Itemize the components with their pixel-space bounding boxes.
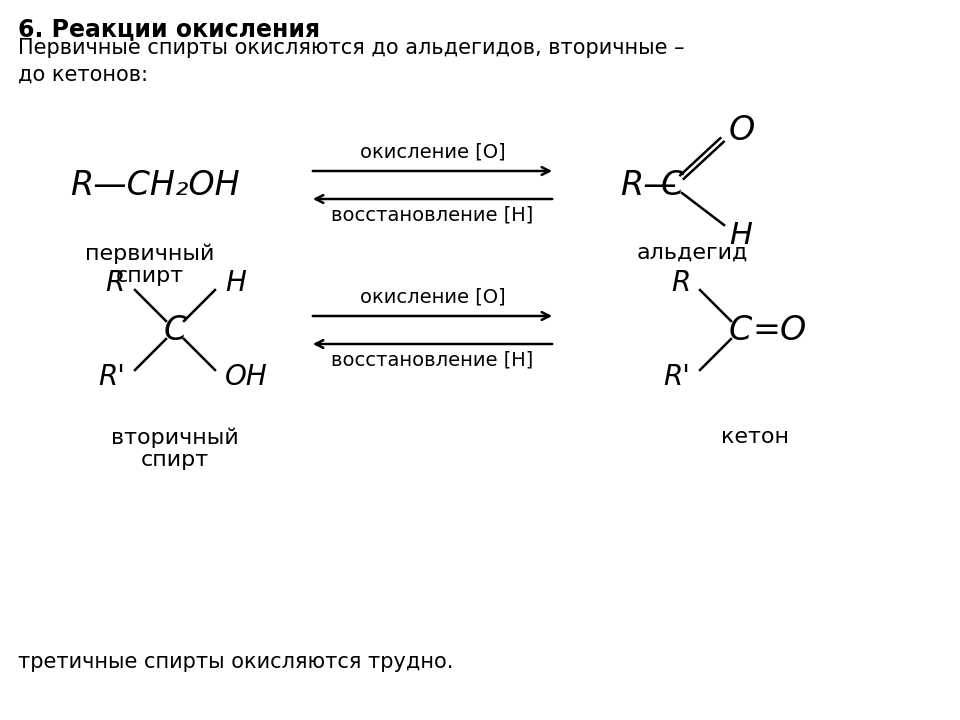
Text: H: H: [225, 269, 246, 297]
Text: =O: =O: [752, 313, 806, 346]
Text: R—: R—: [620, 168, 677, 202]
Text: восстановление [H]: восстановление [H]: [331, 205, 534, 224]
Text: R': R': [663, 363, 690, 391]
Text: R: R: [106, 269, 125, 297]
Text: R—CH₂OH: R—CH₂OH: [70, 168, 240, 202]
Text: R: R: [671, 269, 690, 297]
Text: Первичные спирты окисляются до альдегидов, вторичные –
до кетонов:: Первичные спирты окисляются до альдегидо…: [18, 38, 684, 84]
Text: первичный: первичный: [85, 243, 215, 264]
Text: окисление [O]: окисление [O]: [360, 142, 505, 161]
Text: OH: OH: [225, 363, 268, 391]
Text: C: C: [163, 313, 186, 346]
Text: H: H: [729, 220, 752, 250]
Text: C: C: [660, 168, 684, 202]
Text: O: O: [729, 114, 756, 146]
Text: спирт: спирт: [141, 450, 209, 470]
Text: кетон: кетон: [721, 427, 789, 447]
Text: 6. Реакции окисления: 6. Реакции окисления: [18, 17, 320, 41]
Text: C: C: [729, 313, 752, 346]
Text: R': R': [98, 363, 125, 391]
Text: вторичный: вторичный: [111, 427, 239, 448]
Text: спирт: спирт: [116, 266, 184, 286]
Text: альдегид: альдегид: [636, 243, 748, 263]
Text: восстановление [H]: восстановление [H]: [331, 350, 534, 369]
Text: третичные спирты окисляются трудно.: третичные спирты окисляются трудно.: [18, 652, 453, 672]
Text: окисление [O]: окисление [O]: [360, 287, 505, 306]
